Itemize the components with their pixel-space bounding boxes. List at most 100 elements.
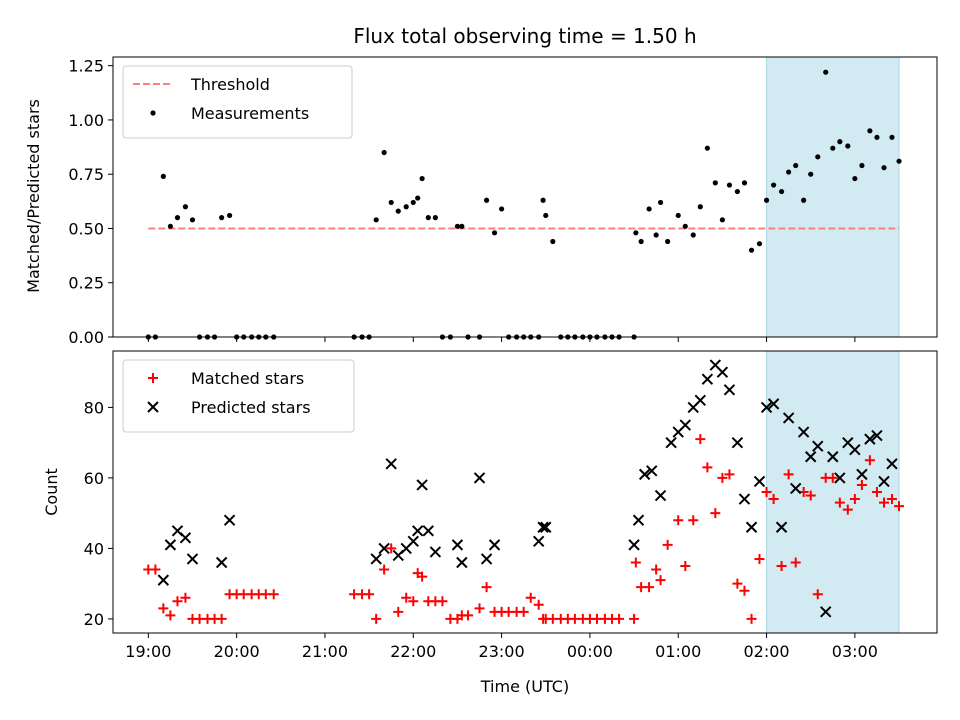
data-point — [675, 212, 681, 219]
top-y-tick-label: 0.25 — [68, 274, 104, 293]
data-point — [167, 223, 174, 229]
data-point — [726, 182, 733, 188]
data-point — [411, 525, 424, 537]
data-point — [408, 596, 419, 607]
data-point — [373, 217, 379, 223]
data-point — [823, 69, 829, 75]
data-point — [415, 195, 421, 201]
data-point — [381, 149, 387, 156]
top-shaded-region — [766, 56, 900, 338]
data-point — [543, 212, 549, 219]
data-point — [540, 521, 552, 533]
data-point — [158, 603, 169, 614]
top-y-axis-label: Matched/Predicted stars — [24, 99, 43, 293]
data-point — [837, 139, 843, 145]
data-point — [216, 613, 227, 624]
data-point — [856, 479, 867, 490]
data-point — [797, 426, 810, 438]
data-point — [416, 479, 428, 491]
data-point — [371, 613, 382, 624]
data-point — [463, 610, 474, 621]
data-point — [827, 451, 839, 463]
data-point — [633, 230, 639, 236]
data-point — [734, 188, 741, 195]
data-point — [874, 134, 880, 140]
data-point — [370, 553, 382, 565]
bottom-y-tick-label: 80 — [84, 398, 104, 417]
data-point — [867, 128, 873, 134]
data-point — [160, 173, 166, 179]
data-point — [801, 197, 807, 203]
data-point — [174, 215, 181, 221]
top-y-tick-label: 1.25 — [68, 57, 104, 76]
data-point — [695, 434, 706, 445]
data-point — [451, 539, 464, 551]
data-point — [628, 539, 640, 551]
data-point — [654, 489, 667, 502]
data-point — [662, 539, 673, 550]
data-point — [849, 443, 861, 456]
data-point — [732, 578, 743, 589]
data-point — [771, 182, 777, 188]
data-point — [525, 592, 536, 603]
x-tick-label: 00:00 — [567, 642, 613, 661]
data-point — [665, 238, 671, 245]
data-point — [189, 217, 196, 223]
data-point — [812, 589, 823, 600]
data-point — [886, 494, 897, 505]
data-point — [756, 241, 763, 247]
data-point — [679, 419, 692, 431]
data-point — [410, 199, 416, 206]
data-point — [364, 589, 375, 600]
data-point — [638, 468, 651, 481]
data-point — [849, 494, 860, 505]
data-point — [223, 514, 236, 526]
data-point — [701, 373, 714, 385]
data-point — [179, 532, 192, 544]
data-point — [889, 134, 895, 140]
x-tick-label: 03:00 — [832, 642, 878, 661]
data-point — [682, 223, 688, 229]
data-point — [655, 575, 666, 586]
data-point — [731, 436, 744, 449]
data-point — [690, 232, 696, 238]
data-point — [808, 171, 814, 177]
data-point — [550, 238, 556, 245]
data-point — [180, 592, 191, 603]
legend-label: Measurements — [191, 104, 309, 123]
data-point — [886, 458, 898, 470]
data-point — [894, 501, 905, 512]
data-point — [719, 217, 725, 223]
data-point — [702, 462, 713, 473]
data-point — [717, 472, 728, 483]
data-point — [395, 208, 401, 214]
data-point — [712, 180, 718, 186]
data-point — [219, 215, 225, 221]
data-point — [776, 561, 787, 572]
data-point — [385, 458, 397, 470]
legend-swatch-matched-stars — [148, 373, 158, 383]
top-y-tick-label: 0.00 — [68, 328, 104, 347]
data-point — [226, 212, 233, 219]
legend-swatch-predicted-stars — [147, 401, 159, 413]
top-legend: Threshold Measurements — [122, 65, 353, 139]
data-point — [723, 384, 736, 396]
data-point — [815, 154, 821, 160]
data-point — [386, 543, 397, 554]
data-point — [172, 596, 183, 607]
data-point — [748, 247, 755, 253]
data-point — [401, 592, 412, 603]
data-point — [864, 455, 875, 466]
legend-swatch-measurements — [150, 110, 156, 116]
data-point — [789, 482, 802, 495]
data-point — [646, 206, 652, 212]
data-point — [480, 553, 493, 565]
x-axis-label: Time (UTC) — [480, 677, 569, 696]
data-point — [474, 603, 485, 614]
data-point — [804, 451, 817, 463]
bottom-panel: 19:00 20:00 21:00 22:00 23:00 00:00 01:00 02:00… — [84, 350, 938, 661]
data-point — [417, 571, 428, 582]
data-point — [473, 472, 486, 484]
data-point — [697, 204, 703, 210]
chart-title: Flux total observing time = 1.50 h — [353, 24, 696, 48]
